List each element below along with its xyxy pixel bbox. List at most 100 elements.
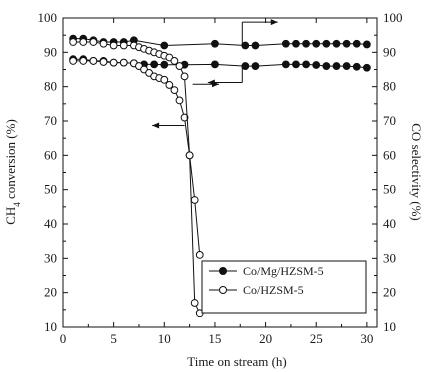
data-point-filled (160, 41, 169, 50)
data-point-filled (362, 40, 371, 49)
legend-marker-filled-circle (219, 267, 227, 275)
legend-label: Co/HZSM-5 (243, 283, 304, 297)
data-point-filled (241, 41, 250, 50)
x-tick-label: 15 (208, 331, 221, 346)
y2-tick-label: 100 (383, 10, 403, 25)
y2-tick-label: 60 (383, 147, 396, 162)
legend-marker-open-circle (219, 286, 227, 294)
data-point-open (109, 41, 118, 50)
series-co-hzsm-5-right (69, 38, 204, 259)
arrow-head (270, 19, 278, 26)
y-tick-label: 50 (44, 182, 57, 197)
legend-item-co-hzsm5: Co/HZSM-5 (209, 283, 304, 297)
y2-tick-label: 40 (383, 216, 396, 231)
data-point-filled (292, 60, 300, 69)
data-point-filled (292, 39, 300, 48)
series-line (73, 41, 201, 255)
x-tick-label: 0 (60, 331, 67, 346)
data-point-filled (332, 62, 341, 70)
y-tick-label: 40 (44, 216, 57, 231)
x-tick-label: 10 (158, 331, 171, 346)
data-point-open (99, 58, 108, 66)
data-point-filled (281, 60, 290, 69)
y2-tick-label: 20 (383, 285, 396, 300)
legend: Co/Mg/HZSM-5 Co/HZSM-5 (201, 260, 367, 314)
data-point-open (180, 72, 189, 81)
data-point-filled (362, 63, 371, 72)
data-point-open (109, 58, 118, 67)
data-point-open (89, 57, 98, 65)
data-point-filled (322, 39, 331, 48)
data-point-open (170, 86, 179, 94)
data-point-open (69, 57, 78, 65)
data-point-filled (281, 39, 290, 48)
data-point-open (160, 75, 169, 84)
data-point-open (175, 96, 184, 105)
y2-tick-label: 10 (383, 319, 396, 334)
data-point-open (195, 251, 204, 259)
data-point-filled (211, 39, 219, 48)
y-tick-label: 80 (44, 79, 57, 94)
arrow-head (152, 122, 160, 129)
arrow-right-axis-co-mg (241, 19, 278, 45)
data-point-open (175, 62, 184, 70)
y-tick-label: 60 (44, 147, 57, 162)
y-tick-label: 10 (44, 319, 57, 334)
y2-tick-label: 70 (383, 113, 396, 128)
series-layer (69, 34, 371, 318)
x-tick-label: 30 (360, 331, 373, 346)
y2-tick-label: 50 (383, 182, 396, 197)
legend-label: Co/Mg/HZSM-5 (243, 264, 324, 278)
y2-tick-label: 80 (383, 79, 396, 94)
data-point-open (170, 57, 179, 65)
data-point-filled (160, 60, 169, 69)
y-tick-label: 20 (44, 285, 57, 300)
data-point-filled (302, 39, 310, 48)
data-point-filled (342, 62, 351, 70)
data-point-filled (352, 39, 361, 48)
x-tick-label: 25 (310, 331, 323, 346)
data-point-filled (251, 41, 260, 50)
data-point-filled (342, 39, 351, 48)
legend-box (201, 260, 367, 314)
data-point-filled (150, 60, 159, 69)
x-tick-label: 5 (110, 331, 117, 346)
axes: 0 5 10 15 20 25 30 10 20 30 40 50 60 70 80 90 100 10 20 30 4… (38, 10, 403, 346)
data-point-open (79, 57, 88, 65)
annotations (152, 19, 278, 129)
y-tick-label: 30 (44, 250, 57, 265)
y-axis-label-right: CO selectivity (%) (409, 123, 424, 220)
legend-item-co-mg-hzsm5: Co/Mg/HZSM-5 (209, 264, 324, 278)
arrow-head (211, 81, 219, 88)
data-point-open (119, 58, 128, 67)
data-point-filled (241, 62, 250, 70)
data-point-open (165, 81, 174, 89)
data-point-open (180, 113, 189, 122)
data-point-open (89, 38, 98, 46)
x-axis-label: Time on stream (h) (187, 354, 287, 369)
data-point-filled (251, 62, 260, 70)
data-point-open (99, 39, 108, 48)
y-tick-label: 70 (44, 113, 57, 128)
data-point-open (190, 299, 199, 307)
data-point-open (119, 41, 128, 50)
data-point-filled (302, 60, 310, 69)
data-point-filled (352, 62, 361, 71)
series-co-hzsm-5-left (69, 57, 204, 318)
data-point-open (185, 151, 194, 160)
data-point-open (79, 38, 88, 46)
data-point-filled (312, 39, 321, 48)
y2-tick-label: 90 (383, 44, 396, 59)
arrow-left-axis-co (152, 122, 185, 129)
data-point-filled (211, 60, 219, 69)
y-axis-label-left: CH4 conversion (%) (3, 119, 22, 225)
y-tick-label: 90 (44, 44, 57, 59)
data-point-filled (312, 61, 321, 69)
data-point-open (69, 38, 78, 46)
data-point-open (190, 196, 199, 204)
x-tick-label: 20 (259, 331, 272, 346)
y2-tick-label: 30 (383, 250, 396, 265)
arrow-right-axis-co (192, 81, 219, 88)
data-point-filled (332, 39, 341, 48)
